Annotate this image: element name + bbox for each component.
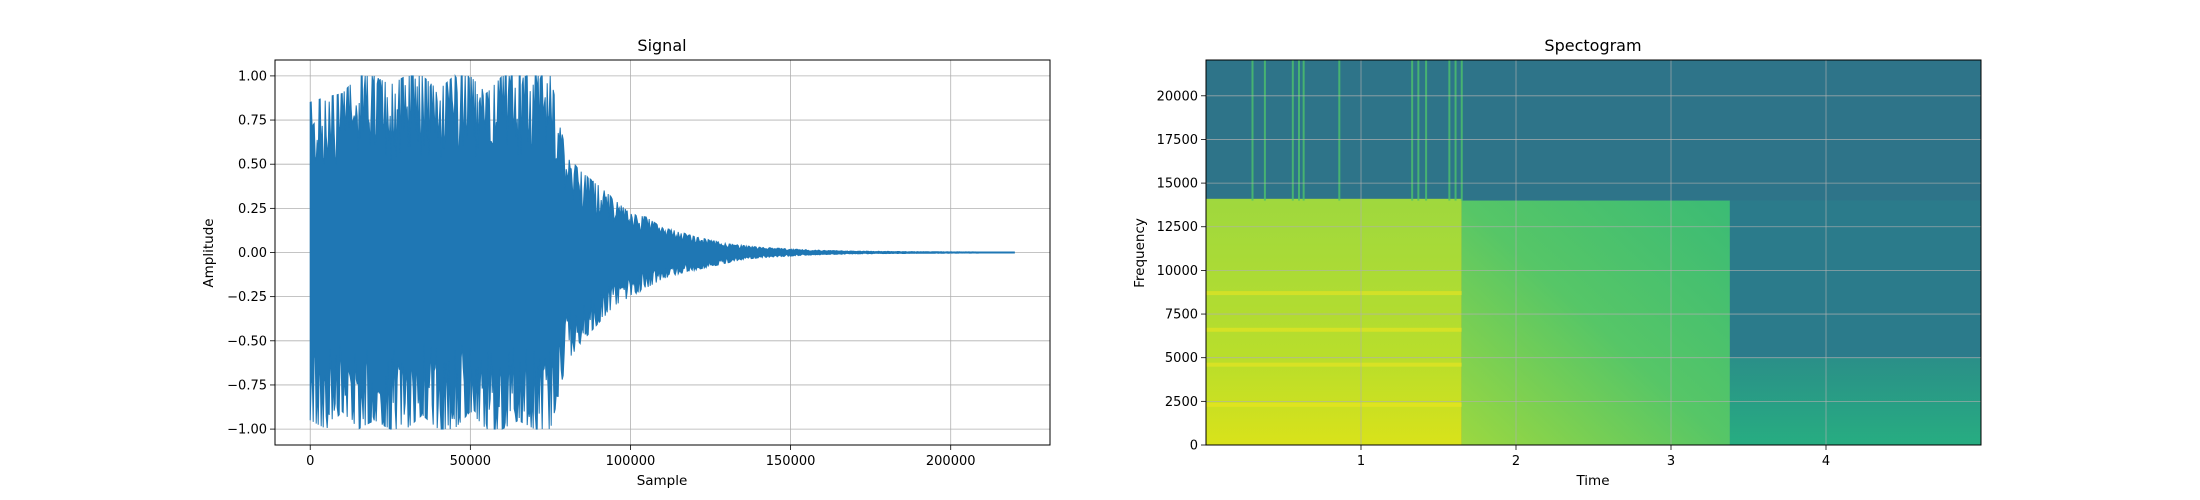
spectrogram-streak xyxy=(1448,60,1451,201)
spectrogram-ytick-label: 20000 xyxy=(1157,89,1198,104)
signal-ytick-label: 0.00 xyxy=(238,246,267,261)
spectrogram-streak xyxy=(1251,60,1254,201)
spectrogram-streak xyxy=(1263,60,1266,201)
spectrogram-harmonic xyxy=(1206,402,1462,407)
spectrogram-ytick-label: 7500 xyxy=(1165,308,1198,323)
signal-ytick-label: 0.25 xyxy=(238,202,267,217)
spectrogram-streak xyxy=(1460,60,1463,201)
signal-ytick-label: −0.25 xyxy=(227,290,267,305)
signal-xtick-label: 200000 xyxy=(926,454,976,469)
spectrogram-ytick-label: 12500 xyxy=(1157,220,1198,235)
spectrogram-streak xyxy=(1298,60,1300,201)
spectrogram-title: Spectogram xyxy=(1544,36,1641,55)
spectrogram-streak xyxy=(1291,60,1294,201)
signal-title: Signal xyxy=(637,36,686,55)
spectrogram-late-upper xyxy=(1729,200,1981,358)
signal-xtick-label: 100000 xyxy=(606,454,656,469)
spectrogram-heatmap xyxy=(1206,60,1981,445)
spectrogram-xtick-label: 4 xyxy=(1822,454,1830,469)
spectrogram-harmonic xyxy=(1206,362,1462,367)
spectrogram-xtick-label: 2 xyxy=(1512,454,1520,469)
signal-ytick-label: 1.00 xyxy=(238,69,267,84)
spectrogram-xtick-label: 1 xyxy=(1357,454,1365,469)
spectrogram-axes: Spectogram 1 2 3 4 0 2500 5000 7500 10000 12500 15… xyxy=(1132,36,1982,489)
signal-xtick-label: 150000 xyxy=(766,454,816,469)
spectrogram-ytick-label: 17500 xyxy=(1157,133,1198,148)
spectrogram-region xyxy=(1461,200,1730,445)
spectrogram-axes-frame xyxy=(1205,59,1982,446)
signal-ytick-label: −1.00 xyxy=(227,423,267,438)
spectrogram-streak xyxy=(1338,60,1341,201)
spectrogram-ytick-label: 5000 xyxy=(1165,351,1198,366)
spectrogram-streak xyxy=(1417,60,1420,201)
spectrogram-streak xyxy=(1454,60,1457,201)
spectrogram-streak xyxy=(1302,60,1305,201)
signal-xtick-label: 0 xyxy=(306,454,314,469)
signal-ticks: 0 50000 100000 150000 200000 1.00 0.75 0.50 0.25… xyxy=(227,69,975,469)
spectrogram-xtick-label: 3 xyxy=(1667,454,1675,469)
spectrogram-ytick-label: 0 xyxy=(1190,439,1198,454)
spectrogram-streak xyxy=(1425,60,1428,201)
signal-ytick-label: −0.75 xyxy=(227,378,267,393)
signal-ytick-label: −0.50 xyxy=(227,334,267,349)
spectrogram-ytick-label: 10000 xyxy=(1157,264,1198,279)
signal-axes: Signal 0 50000 100000 150000 2000001.000.750… xyxy=(201,36,1051,489)
signal-xtick-label: 50000 xyxy=(450,454,491,469)
spectrogram-ytick-label: 15000 xyxy=(1157,177,1198,192)
signal-waveform xyxy=(309,74,1015,430)
spectrogram-harmonic xyxy=(1206,291,1462,296)
spectrogram-ytick-label: 2500 xyxy=(1165,395,1198,410)
spectrogram-harmonic xyxy=(1206,327,1462,332)
signal-ylabel: Amplitude xyxy=(201,218,217,287)
spectrogram-ylabel: Frequency xyxy=(1132,218,1148,288)
signal-ytick-label: 0.75 xyxy=(238,114,267,129)
spectrogram-ticks: 1 2 3 4 0 2500 5000 7500 10000 12500 15000 17500 200… xyxy=(1157,89,1831,469)
spectrogram-streak xyxy=(1411,60,1414,201)
signal-xlabel: Sample xyxy=(637,473,688,489)
signal-ytick-label: 0.50 xyxy=(238,158,267,173)
spectrogram-xlabel: Time xyxy=(1575,473,1609,489)
spectrogram-region xyxy=(1206,198,1462,445)
